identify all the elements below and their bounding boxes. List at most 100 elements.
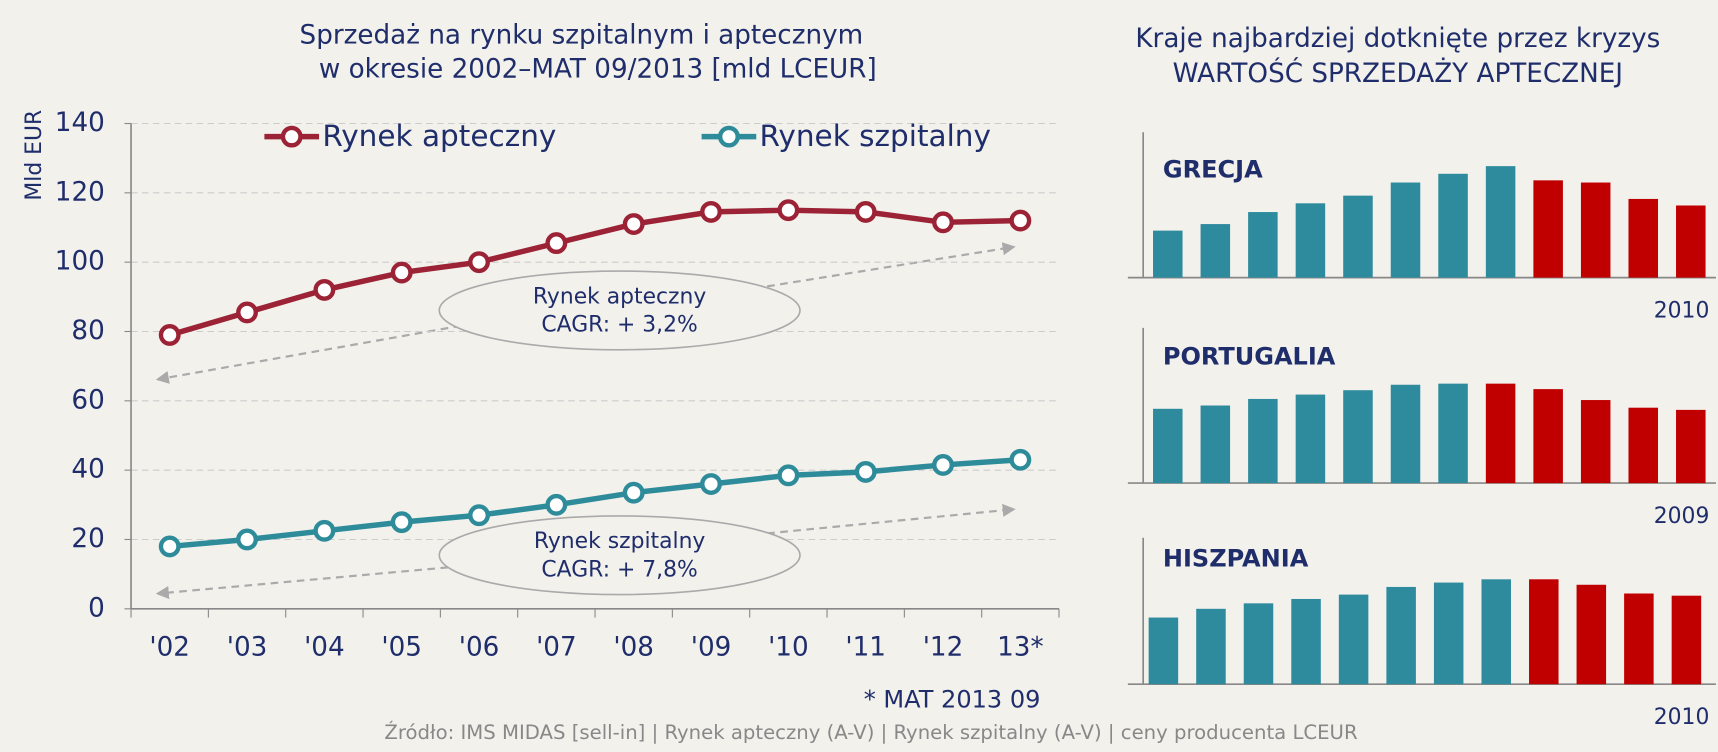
bar — [1580, 182, 1611, 278]
bar — [1343, 390, 1373, 484]
y-tick-label: 80 — [71, 316, 104, 346]
bar — [1243, 603, 1274, 685]
bar — [1291, 598, 1321, 685]
point — [468, 251, 490, 274]
x-tick-label: '12 — [923, 633, 964, 663]
point — [622, 481, 645, 504]
point — [932, 454, 954, 476]
bar — [1390, 182, 1421, 278]
x-tick-label: '04 — [304, 633, 345, 663]
bar — [1533, 389, 1563, 484]
x-tick-label: '11 — [845, 633, 886, 663]
annotation-ellipse — [438, 515, 801, 596]
x-tick-label: '09 — [691, 633, 732, 663]
point — [700, 473, 722, 495]
panel-title: Kraje najbardziej dotknięte przez kryzys — [1135, 24, 1660, 54]
x-tick-label: '07 — [536, 633, 577, 663]
chart-title: w okresie 2002–MAT 09/2013 [mld LCEUR] — [319, 54, 877, 84]
point — [932, 211, 954, 234]
x-tick-label: '03 — [227, 633, 268, 663]
point — [390, 511, 413, 534]
point — [468, 504, 490, 527]
series-line — [168, 207, 1021, 338]
point — [236, 301, 258, 324]
bar — [1338, 594, 1369, 685]
bar — [1248, 212, 1278, 278]
point — [390, 261, 413, 284]
bar — [1481, 579, 1511, 685]
point — [777, 464, 800, 487]
bar — [1295, 394, 1326, 484]
bar — [1153, 408, 1183, 484]
bar — [1433, 582, 1464, 685]
point — [700, 200, 722, 223]
year-label: 2009 — [1654, 504, 1710, 529]
year-label: 2010 — [1654, 705, 1710, 730]
panel-title: WARTOŚĆ SPRZEDAŻY APTECZNEJ — [1173, 57, 1623, 89]
legend-marker — [280, 125, 303, 148]
y-tick-label: 60 — [71, 385, 104, 415]
bar — [1390, 384, 1421, 484]
series-line — [169, 457, 1021, 550]
bar — [1485, 383, 1516, 484]
panel-label: PORTUGALIA — [1163, 342, 1336, 370]
bar — [1628, 198, 1658, 278]
point — [236, 528, 258, 551]
panel-label: HISZPANIA — [1163, 545, 1309, 573]
annotation: Rynek szpitalny — [534, 529, 706, 554]
y-tick-label: 120 — [55, 177, 105, 207]
y-axis-label: Mld EUR — [22, 110, 47, 201]
source: Źródło: IMS MIDAS [sell-in] | Rynek apte… — [384, 721, 1358, 744]
x-tick-label: '06 — [459, 633, 500, 663]
bar — [1200, 224, 1231, 278]
bar — [1295, 203, 1326, 278]
annotation: CAGR: + 7,8% — [541, 558, 697, 583]
point — [777, 199, 800, 222]
bar — [1438, 173, 1468, 278]
trend-arrow — [155, 565, 462, 600]
y-tick-label: 0 — [88, 593, 105, 623]
x-tick-label: '08 — [613, 633, 654, 663]
point — [854, 200, 877, 223]
x-tick-label: '10 — [768, 633, 809, 663]
legend-label: Rynek apteczny — [322, 119, 556, 153]
annotation: Rynek apteczny — [533, 284, 706, 309]
bar — [1485, 166, 1516, 278]
point — [313, 519, 336, 542]
point — [1009, 448, 1032, 471]
bar — [1580, 400, 1611, 484]
bar — [1628, 407, 1658, 484]
bar — [1386, 586, 1416, 685]
bar — [1148, 617, 1179, 685]
bar — [1676, 409, 1706, 484]
point — [545, 232, 568, 255]
panel-label: GRECJA — [1163, 156, 1263, 184]
footnote: * MAT 2013 09 — [864, 686, 1041, 714]
bar — [1438, 383, 1468, 484]
trend-arrow — [767, 242, 1016, 288]
bar — [1248, 398, 1278, 484]
bar — [1153, 230, 1183, 278]
bar — [1624, 593, 1654, 685]
point — [158, 324, 181, 346]
x-tick-label: '05 — [381, 633, 422, 663]
legend-marker — [717, 125, 740, 148]
legend-label: Rynek szpitalny — [760, 119, 991, 153]
bar — [1676, 205, 1706, 278]
y-tick-label: 40 — [71, 455, 104, 485]
bar — [1576, 584, 1607, 685]
annotation: CAGR: + 3,2% — [541, 313, 697, 338]
x-tick-label: 13* — [997, 633, 1043, 663]
bar — [1343, 195, 1373, 278]
point — [1009, 209, 1032, 232]
trend-arrow — [767, 503, 1016, 535]
bar — [1671, 595, 1702, 685]
bar — [1200, 405, 1231, 484]
annotation-ellipse — [438, 270, 801, 351]
bar — [1529, 579, 1559, 685]
point — [313, 278, 336, 301]
chart-title: Sprzedaż na rynku szpitalnym i aptecznym — [300, 21, 864, 51]
